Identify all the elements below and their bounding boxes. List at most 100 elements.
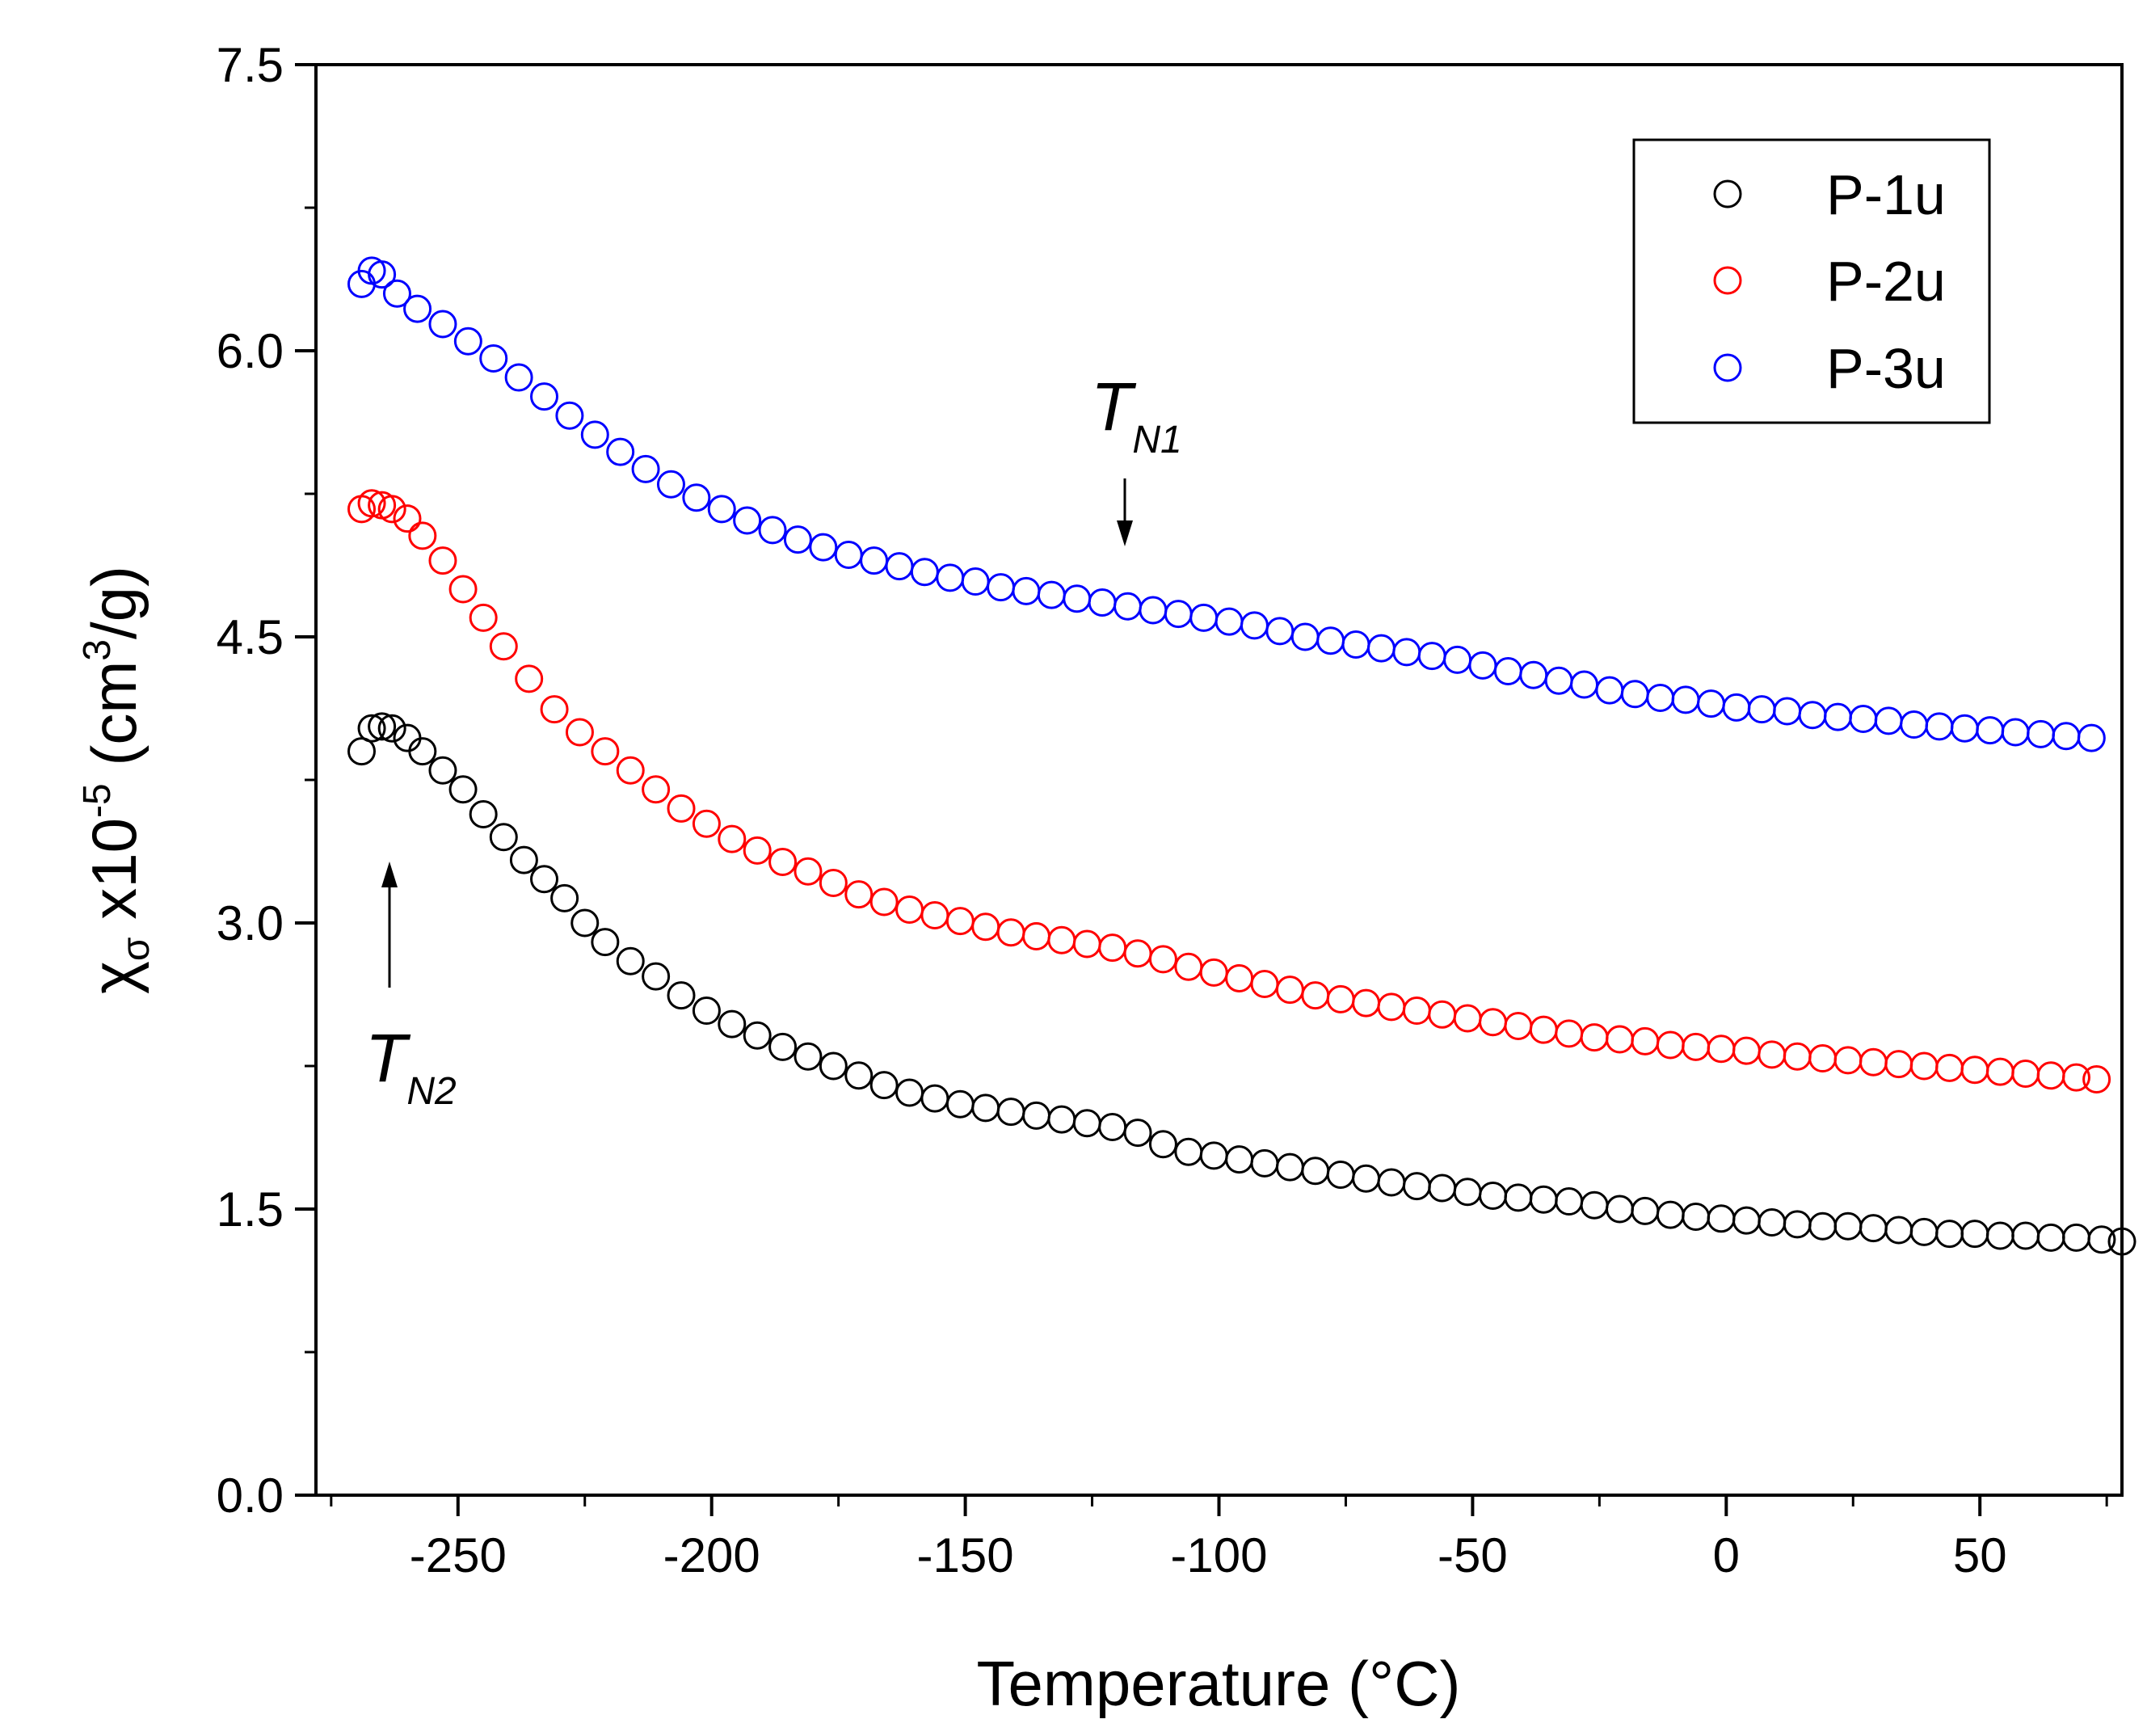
data-point	[1960, 1220, 1989, 1249]
tn2-arrowhead	[381, 862, 398, 887]
data-point	[1504, 1183, 1533, 1212]
data-point	[1960, 1056, 1989, 1085]
tn1-label: TN1	[1091, 369, 1182, 461]
data-point	[1123, 1119, 1152, 1148]
data-point	[1732, 1036, 1761, 1065]
data-point	[1377, 1168, 1406, 1197]
data-point	[1199, 1141, 1228, 1170]
data-point	[1265, 617, 1295, 646]
data-point	[1833, 1046, 1863, 1075]
data-point	[1580, 1190, 1609, 1220]
axis-ticks: -250 -200 -150 -100 -50 0 50 0.0 1.5 3.0 4.5 6.0 7.5	[217, 38, 2108, 1582]
y-axis-title-unit-post: /g)	[78, 566, 149, 639]
data-point	[2011, 1059, 2040, 1088]
data-point	[996, 1098, 1025, 1127]
legend-box	[1632, 138, 1991, 424]
data-point	[382, 279, 411, 308]
x-tick-label: -250	[410, 1528, 507, 1582]
data-point	[469, 603, 498, 632]
data-point	[1833, 1211, 1863, 1241]
data-point	[1985, 1057, 2014, 1086]
data-point	[1950, 714, 1979, 743]
legend-marker-p1u	[1713, 179, 1742, 209]
data-point	[945, 1089, 975, 1119]
data-point	[1377, 992, 1406, 1022]
data-point	[448, 575, 478, 604]
legend-marker-p2u	[1713, 266, 1742, 295]
data-point	[2061, 1063, 2090, 1092]
data-point	[1012, 576, 1041, 605]
tn1-arrowhead	[1117, 520, 1133, 546]
data-point	[1504, 1011, 1533, 1040]
data-point	[1072, 929, 1101, 959]
data-point	[565, 718, 594, 747]
legend-label-p3u: P-3u	[1826, 337, 1946, 400]
data-point	[971, 912, 1000, 942]
data-point	[1935, 1220, 1964, 1249]
data-point	[1479, 1181, 1508, 1210]
data-point	[1021, 1101, 1050, 1130]
series-P-1u	[347, 712, 2136, 1256]
data-point	[1631, 1196, 1660, 1225]
data-point	[1595, 676, 1624, 705]
data-point	[377, 714, 406, 743]
data-point	[718, 1009, 747, 1039]
data-point	[489, 823, 518, 852]
data-point	[515, 664, 544, 693]
data-point	[408, 737, 437, 766]
data-point	[1798, 701, 1827, 730]
data-point	[540, 695, 569, 724]
y-axis-title-mid: x10	[78, 818, 149, 937]
data-point	[1428, 1000, 1457, 1029]
data-point	[2087, 1225, 2116, 1254]
data-point	[794, 857, 823, 886]
data-point	[1240, 611, 1269, 640]
data-point	[1580, 1023, 1609, 1052]
data-point	[1909, 1217, 1939, 1246]
data-point	[1047, 925, 1076, 954]
data-point	[1808, 1044, 1838, 1073]
data-point	[834, 541, 863, 570]
data-point	[1783, 1042, 1812, 1071]
data-point	[1402, 997, 1431, 1026]
x-tick-label: 0	[1713, 1528, 1740, 1582]
data-point	[1443, 645, 1472, 674]
data-point	[1631, 1026, 1660, 1056]
tn2-label-sub: N2	[406, 1070, 456, 1113]
data-point	[1732, 1206, 1761, 1235]
data-point	[920, 901, 949, 930]
data-point	[1783, 1210, 1812, 1239]
data-point	[1275, 975, 1304, 1005]
data-point	[1139, 596, 1168, 625]
data-point	[768, 1032, 798, 1061]
data-point	[819, 1051, 848, 1081]
data-point	[996, 918, 1025, 947]
data-point	[2082, 1065, 2111, 1094]
data-point	[1417, 642, 1446, 671]
data-point	[428, 310, 457, 339]
data-point	[768, 847, 798, 876]
y-axis-title-sub: σ	[115, 937, 158, 961]
data-point	[1316, 626, 1345, 655]
data-point	[469, 799, 498, 828]
data-point	[1326, 1161, 1355, 1190]
data-point	[1113, 592, 1142, 621]
data-point	[819, 868, 848, 897]
data-point	[1555, 1187, 1584, 1216]
data-point	[667, 794, 696, 823]
data-point	[1722, 693, 1751, 722]
data-point	[1529, 1015, 1558, 1044]
data-point	[794, 1042, 823, 1071]
data-point	[1900, 710, 1929, 739]
data-point	[895, 1078, 924, 1107]
data-point	[1849, 704, 1878, 733]
data-point	[616, 946, 645, 975]
data-point	[428, 546, 457, 575]
data-point	[403, 294, 432, 323]
data-point	[809, 533, 838, 562]
data-point	[1874, 706, 1903, 735]
data-point	[885, 552, 914, 581]
data-point	[1570, 670, 1599, 699]
data-point	[393, 723, 422, 752]
data-point	[1479, 1008, 1508, 1037]
